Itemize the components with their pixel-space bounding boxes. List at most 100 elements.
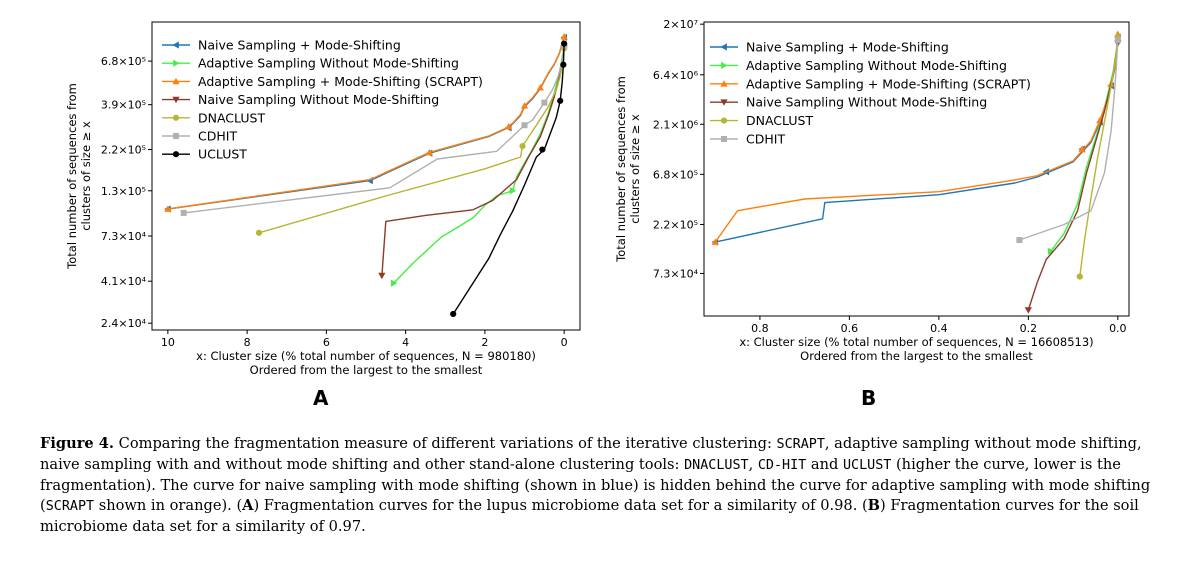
chart-a-legend-marker-adaptive-sampling-without-mode-shifting xyxy=(173,59,180,67)
chart-a-y-tick-label: 2.2×10⁵ xyxy=(101,144,146,157)
chart-b-legend-label-naive-sampling-mode-shifting: Naive Sampling + Mode-Shifting xyxy=(746,40,949,55)
chart-a-x-tick-label: 8 xyxy=(244,336,251,349)
chart-a-point-adaptive-sampling-mode-shifting-scrapt xyxy=(505,122,513,130)
chart-b-y-tick-label: 6.4×10⁶ xyxy=(653,69,699,82)
chart-a-legend-label-dnaclust: DNACLUST xyxy=(198,110,265,125)
chart-b-legend-marker-naive-sampling-without-mode-shifting xyxy=(720,99,728,106)
figure-caption: Figure 4. Comparing the fragmentation me… xyxy=(40,434,1162,537)
chart-a-point-uclust xyxy=(561,40,568,47)
chart-a-legend-marker-cdhit xyxy=(173,133,179,139)
chart-b-series-cdhit xyxy=(1016,37,1121,244)
chart-a-y-axis-label: Total number of sequences from xyxy=(65,83,79,270)
caption-segment: shown in orange). ( xyxy=(94,497,243,514)
chart-a-x-axis-sublabel: Ordered from the largest to the smallest xyxy=(250,363,483,377)
caption-segment: B xyxy=(867,497,881,514)
chart-b-x-axis-label: x: Cluster size (% total number of seque… xyxy=(739,335,1093,349)
chart-b-legend-marker-dnaclust xyxy=(720,117,728,124)
chart-a-series-uclust xyxy=(450,40,568,318)
caption-segment: , adaptive sampling without mode shiftin… xyxy=(824,435,1142,452)
chart-b-y-tick-label: 2×10⁷ xyxy=(663,18,698,31)
caption-segment: Comparing the fragmentation measure of d… xyxy=(114,435,777,452)
chart-a-legend: Naive Sampling + Mode-Shifting Adaptive S… xyxy=(162,38,483,162)
chart-a-y-tick-label: 2.4×10⁴ xyxy=(101,317,147,330)
chart-a-point-cdhit xyxy=(541,99,548,106)
chart-b-line-dnaclust xyxy=(1079,36,1119,277)
chart-b-point-cdhit xyxy=(1016,237,1023,244)
caption-segment: DNACLUST xyxy=(684,458,749,473)
caption-segment: CD-HIT xyxy=(757,458,807,473)
chart-a-point-adaptive-sampling-mode-shifting-scrapt xyxy=(520,102,529,109)
chart-a-legend-label-naive-sampling-without-mode-shifting: Naive Sampling Without Mode-Shifting xyxy=(198,92,439,107)
panel-label-a: A xyxy=(313,386,329,410)
chart-a-plot-frame xyxy=(151,21,581,331)
chart-a-legend-marker-dnaclust xyxy=(172,114,180,121)
chart-a-point-uclust xyxy=(560,61,567,68)
caption-line: Figure 4. Comparing the fragmentation me… xyxy=(40,434,1162,455)
chart-a-legend-label-uclust: UCLUST xyxy=(198,147,247,162)
chart-a-point-naive-sampling-without-mode-shifting xyxy=(378,272,386,280)
chart-a-line-dnaclust xyxy=(258,48,565,234)
caption-segment: ( xyxy=(40,497,46,514)
chart-b-x-tick-label: 0.8 xyxy=(751,322,769,335)
chart-a-point-cdhit xyxy=(521,122,528,129)
caption-segment: SCRAPT xyxy=(45,499,95,514)
chart-b-legend-marker-adaptive-sampling-mode-shifting-scrapt xyxy=(720,80,728,87)
chart-b-x-axis-sublabel: Ordered from the largest to the smallest xyxy=(800,349,1033,363)
chart-a-point-adaptive-sampling-without-mode-shifting xyxy=(390,279,398,287)
chart-a-y-tick-label: 4.1×10⁴ xyxy=(101,275,147,288)
chart-b-legend-label-cdhit: CDHIT xyxy=(746,132,785,147)
chart-a-legend-label-adaptive-sampling-without-mode-shifting: Adaptive Sampling Without Mode-Shifting xyxy=(198,56,459,71)
chart-b-point-dnaclust xyxy=(1076,273,1083,280)
caption-segment: Figure 4. xyxy=(40,435,115,452)
chart-b-point-adaptive-sampling-without-mode-shifting xyxy=(1047,247,1055,255)
chart-a-y-tick-label: 7.3×10⁴ xyxy=(101,230,147,243)
chart-a-point-adaptive-sampling-mode-shifting-scrapt xyxy=(560,32,568,40)
caption-segment: ) Fragmentation curves for the lupus mic… xyxy=(253,497,868,514)
chart-a-legend-marker-naive-sampling-without-mode-shifting xyxy=(172,96,180,104)
caption-segment: UCLUST xyxy=(842,458,892,473)
chart-b-y-tick-label: 7.3×10⁴ xyxy=(653,267,699,280)
chart-a-y-axis-sublabel: clusters of size ≥ x xyxy=(79,121,93,231)
chart-a-line-adaptive-sampling-without-mode-shifting xyxy=(393,46,565,284)
chart-a-point-cdhit xyxy=(180,209,187,216)
caption-line: (SCRAPT shown in orange). (A) Fragmentat… xyxy=(40,496,1162,517)
chart-a-legend-marker-uclust xyxy=(172,151,180,158)
chart-a-legend-marker-naive-sampling-mode-shifting xyxy=(172,41,179,49)
chart-b-point-cdhit xyxy=(1114,37,1121,44)
chart-a-x-tick-label: 2 xyxy=(481,336,488,349)
chart-b-legend-marker-cdhit xyxy=(721,136,727,142)
caption-segment: SCRAPT xyxy=(776,437,825,452)
caption-line: naive sampling with and without mode shi… xyxy=(40,455,1162,476)
chart-a-legend-label-cdhit: CDHIT xyxy=(198,129,237,144)
chart-b-line-cdhit xyxy=(1019,39,1119,241)
chart-b: 0.8 0.6 0.4 0.2 0.0 7.3×10⁴ 2.2×10⁵ 6.8×10⁵ 2.1×… xyxy=(614,18,1130,363)
chart-b-legend-label-adaptive-sampling-without-mode-shifting: Adaptive Sampling Without Mode-Shifting xyxy=(746,58,1007,73)
chart-a-x-tick-label: 4 xyxy=(402,336,409,349)
chart-a-point-adaptive-sampling-without-mode-shifting xyxy=(509,187,517,195)
chart-b-y-axis-label: Total number of sequences from xyxy=(614,76,628,263)
chart-b-y-tick-label: 6.8×10⁵ xyxy=(653,168,698,181)
caption-segment: and xyxy=(806,456,843,473)
caption-segment: (higher the curve, lower is the xyxy=(891,456,1121,473)
chart-b-x-tick-label: 0.0 xyxy=(1109,322,1127,335)
chart-b-point-adaptive-sampling-mode-shifting-scrapt xyxy=(711,238,719,245)
chart-a-point-adaptive-sampling-mode-shifting-scrapt xyxy=(425,148,434,156)
chart-a-y-tick-label: 6.8×10⁵ xyxy=(101,55,146,68)
chart-a-point-adaptive-sampling-mode-shifting-scrapt xyxy=(536,83,544,91)
chart-b-x-tick-label: 0.4 xyxy=(930,322,948,335)
chart-b-series-naive-sampling-without-mode-shifting xyxy=(1024,40,1122,314)
chart-a-x-tick-label: 10 xyxy=(161,336,175,349)
caption-segment: fragmentation). The curve for naive samp… xyxy=(40,477,1151,494)
chart-a-point-uclust xyxy=(557,97,564,104)
caption-segment: microbiome data set for a similarity of … xyxy=(40,518,366,535)
chart-a-series-adaptive-sampling-mode-shifting-scrapt xyxy=(164,32,568,212)
chart-b-y-axis-sublabel: clusters of size ≥ x xyxy=(628,114,642,224)
chart-b-point-adaptive-sampling-mode-shifting-scrapt xyxy=(1078,145,1086,152)
chart-a-y-tick-label: 1.3×10⁵ xyxy=(101,185,146,198)
caption-line: fragmentation). The curve for naive samp… xyxy=(40,476,1162,496)
chart-a-line-cdhit xyxy=(183,46,565,214)
chart-b-y-tick-label: 2.1×10⁶ xyxy=(653,118,699,131)
chart-a-point-dnaclust xyxy=(255,229,263,236)
chart-a-legend-label-naive-sampling-mode-shifting: Naive Sampling + Mode-Shifting xyxy=(198,38,401,53)
chart-a-y-tick-label: 3.9×10⁵ xyxy=(101,99,146,112)
